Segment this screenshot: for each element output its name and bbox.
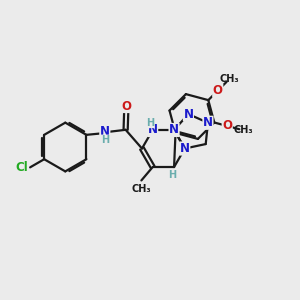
Text: N: N <box>203 116 213 129</box>
Text: CH₃: CH₃ <box>220 74 240 84</box>
Text: O: O <box>222 119 232 133</box>
Text: N: N <box>169 124 179 136</box>
Text: N: N <box>100 125 110 138</box>
Text: H: H <box>146 118 154 128</box>
Text: O: O <box>213 84 223 97</box>
Text: H: H <box>169 170 177 180</box>
Text: N: N <box>148 124 158 136</box>
Text: Cl: Cl <box>16 161 28 174</box>
Text: CH₃: CH₃ <box>234 125 254 135</box>
Text: N: N <box>180 142 190 155</box>
Text: H: H <box>101 135 109 145</box>
Text: O: O <box>121 100 131 112</box>
Text: N: N <box>183 108 194 121</box>
Text: CH₃: CH₃ <box>132 184 151 194</box>
